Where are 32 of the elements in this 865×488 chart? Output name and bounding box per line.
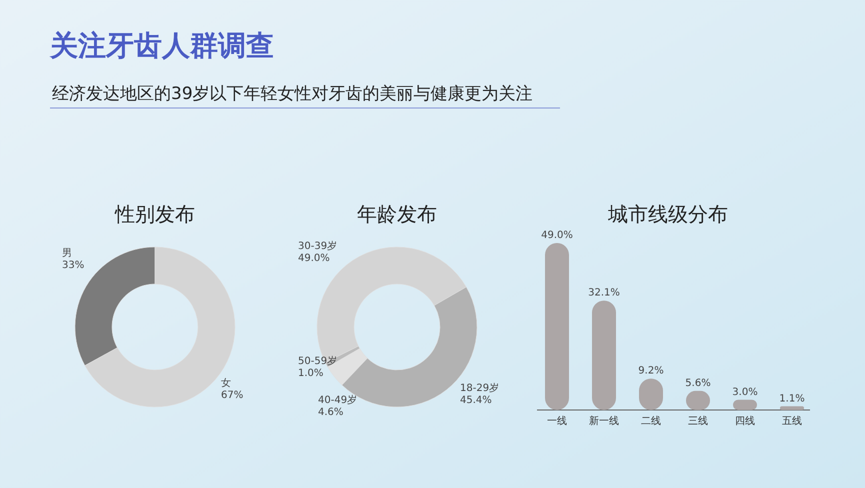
x-tick-label: 三线: [688, 415, 708, 427]
data-label: 3.0%: [732, 386, 758, 398]
slice-label: 50-59岁: [298, 355, 338, 367]
slice-label: 30-39岁: [298, 240, 338, 252]
x-tick-label: 四线: [735, 415, 755, 427]
text: 经济发达地区的39岁以下年轻女性对牙齿的美丽与健康更为关注: [52, 84, 533, 104]
data-label: 45.4%: [460, 395, 492, 406]
bar: [545, 243, 569, 410]
chart-title: 性别发布: [114, 202, 195, 226]
data-label: 1.1%: [779, 393, 805, 404]
x-tick-label: 二线: [641, 415, 661, 427]
slice-label: 女: [221, 377, 231, 389]
slice-label: 男: [62, 248, 72, 259]
data-label: 5.6%: [685, 378, 711, 389]
slice-label: 18-29岁: [460, 382, 500, 394]
data-label: 49.0%: [541, 230, 573, 241]
data-label: 49.0%: [298, 253, 330, 264]
data-label: 1.0%: [298, 368, 324, 379]
bar: [780, 406, 804, 410]
bar: [592, 300, 616, 410]
x-tick-label: 五线: [782, 415, 802, 427]
data-label: 67%: [221, 390, 244, 401]
slice-label: 40-49岁: [318, 394, 358, 406]
data-label: 32.1%: [588, 288, 620, 299]
x-tick-label: 一线: [547, 415, 567, 427]
text: 关注牙齿人群调查: [49, 29, 274, 62]
data-label: 4.6%: [318, 407, 344, 418]
chart-title: 城市线级分布: [607, 202, 728, 226]
data-label: 9.2%: [638, 366, 664, 377]
x-tick-label: 新一线: [589, 415, 619, 427]
data-label: 33%: [62, 260, 84, 271]
chart-title: 年龄发布: [357, 202, 437, 226]
